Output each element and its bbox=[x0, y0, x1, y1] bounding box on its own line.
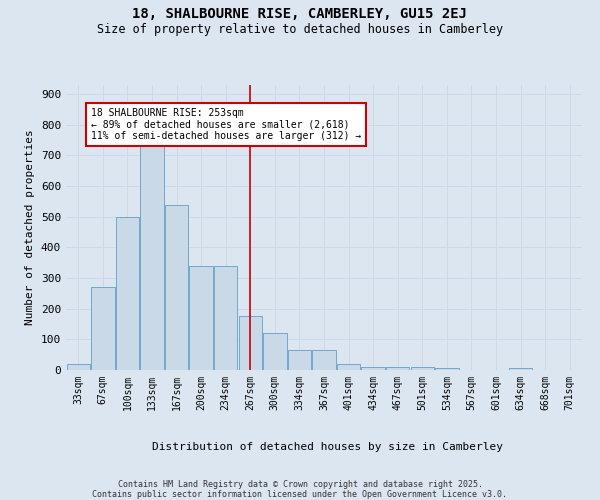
Text: Contains HM Land Registry data © Crown copyright and database right 2025.
Contai: Contains HM Land Registry data © Crown c… bbox=[92, 480, 508, 499]
Bar bbox=[67, 364, 90, 370]
Bar bbox=[435, 368, 458, 370]
Text: Size of property relative to detached houses in Camberley: Size of property relative to detached ho… bbox=[97, 22, 503, 36]
Bar bbox=[313, 350, 335, 370]
Y-axis label: Number of detached properties: Number of detached properties bbox=[25, 130, 35, 326]
Bar bbox=[337, 364, 360, 370]
Bar bbox=[214, 266, 238, 370]
Bar bbox=[509, 368, 532, 370]
Bar bbox=[239, 316, 262, 370]
Bar bbox=[288, 350, 311, 370]
Bar bbox=[165, 204, 188, 370]
Text: Distribution of detached houses by size in Camberley: Distribution of detached houses by size … bbox=[151, 442, 503, 452]
Bar bbox=[386, 367, 409, 370]
Bar bbox=[410, 367, 434, 370]
Text: 18 SHALBOURNE RISE: 253sqm
← 89% of detached houses are smaller (2,618)
11% of s: 18 SHALBOURNE RISE: 253sqm ← 89% of deta… bbox=[91, 108, 361, 141]
Bar bbox=[361, 367, 385, 370]
Bar bbox=[116, 217, 139, 370]
Bar bbox=[140, 140, 164, 370]
Bar bbox=[91, 288, 115, 370]
Text: 18, SHALBOURNE RISE, CAMBERLEY, GU15 2EJ: 18, SHALBOURNE RISE, CAMBERLEY, GU15 2EJ bbox=[133, 8, 467, 22]
Bar bbox=[190, 266, 213, 370]
Bar bbox=[263, 333, 287, 370]
